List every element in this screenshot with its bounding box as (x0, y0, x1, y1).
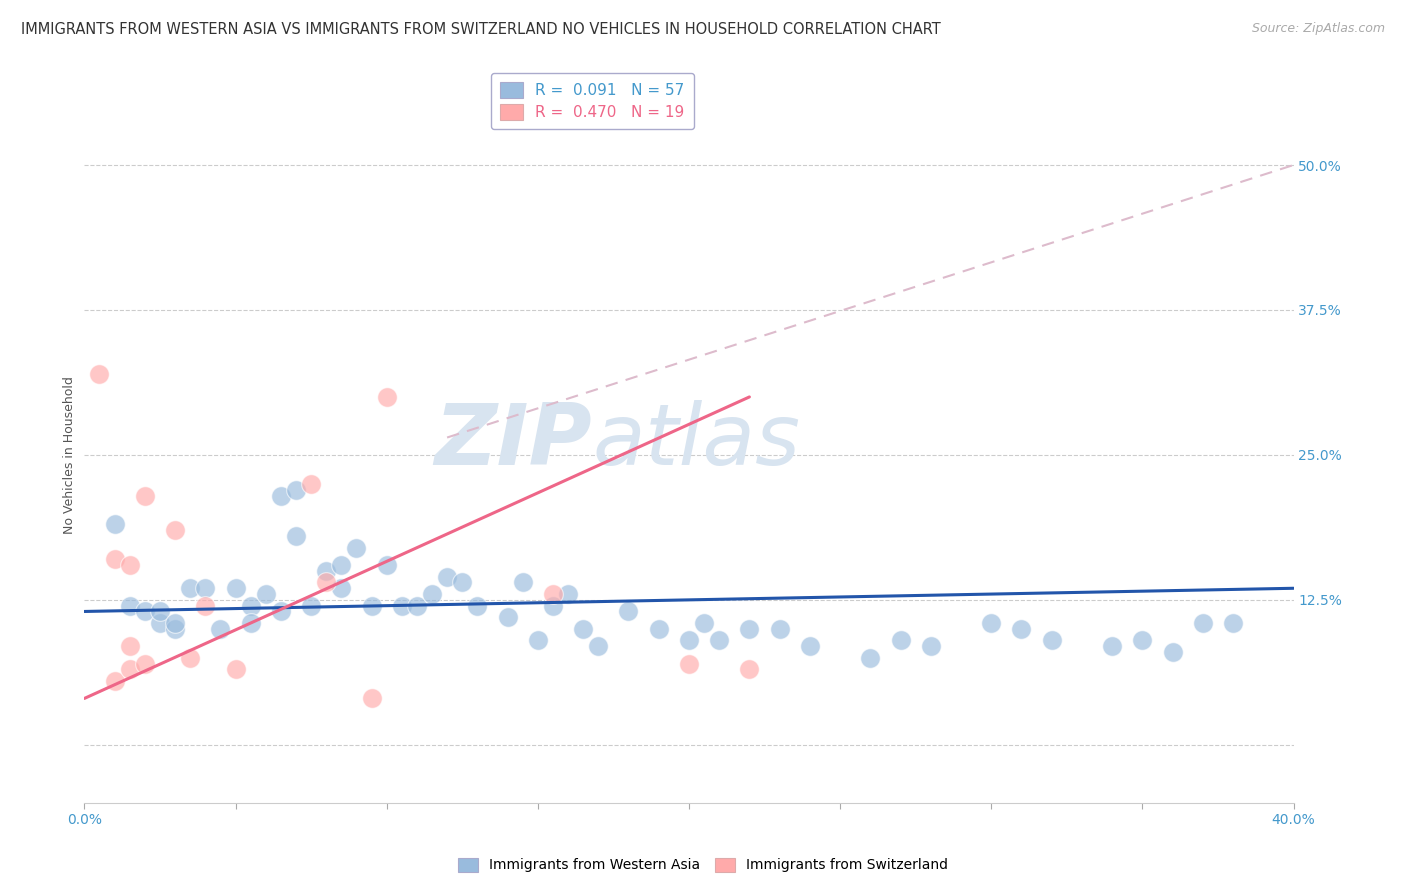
Point (360, 599, 382, 613)
Point (420, 587, 443, 601)
Point (1161, 645, 1184, 659)
Point (254, 587, 277, 601)
Point (165, 523, 187, 537)
Point (1040, 633, 1063, 648)
Point (617, 605, 640, 619)
Point (299, 476, 322, 491)
Point (270, 605, 292, 619)
Point (541, 599, 564, 613)
Point (330, 558, 353, 573)
Point (391, 599, 413, 613)
Point (239, 615, 262, 630)
Point (375, 558, 398, 573)
Point (467, 599, 489, 613)
Point (588, 639, 610, 653)
Point (1222, 615, 1244, 630)
Point (149, 615, 172, 630)
Text: Source: ZipAtlas.com: Source: ZipAtlas.com (1251, 22, 1385, 36)
Point (436, 570, 458, 584)
Point (179, 582, 201, 596)
Point (330, 582, 353, 596)
Point (769, 622, 792, 636)
Point (149, 605, 172, 619)
Point (738, 622, 761, 636)
Point (179, 651, 201, 665)
Point (315, 575, 337, 590)
Legend: R =  0.091   N = 57, R =  0.470   N = 19: R = 0.091 N = 57, R = 0.470 N = 19 (491, 73, 693, 129)
Y-axis label: No Vehicles in Household: No Vehicles in Household (63, 376, 76, 533)
Point (541, 587, 564, 601)
Point (738, 662, 761, 677)
Point (194, 599, 217, 613)
Point (104, 674, 127, 689)
Point (496, 610, 519, 624)
Point (406, 599, 429, 613)
Point (315, 564, 337, 578)
Point (512, 575, 534, 590)
Point (709, 633, 731, 648)
Point (118, 662, 141, 677)
Point (270, 489, 292, 503)
Point (693, 615, 716, 630)
Point (451, 575, 474, 590)
Point (299, 599, 322, 613)
Point (225, 582, 247, 596)
Point (239, 599, 262, 613)
Text: ZIP: ZIP (434, 400, 592, 483)
Legend: Immigrants from Western Asia, Immigrants from Switzerland: Immigrants from Western Asia, Immigrants… (451, 852, 955, 878)
Point (194, 582, 217, 596)
Point (572, 622, 595, 636)
Point (165, 622, 187, 636)
Point (285, 483, 308, 497)
Point (104, 517, 127, 532)
Point (648, 622, 671, 636)
Point (557, 587, 579, 601)
Point (360, 691, 382, 706)
Point (375, 390, 398, 404)
Point (920, 639, 942, 653)
Point (1101, 639, 1123, 653)
Point (209, 622, 232, 636)
Point (678, 633, 700, 648)
Point (980, 615, 1002, 630)
Point (134, 657, 156, 671)
Point (678, 657, 700, 671)
Point (1192, 615, 1215, 630)
Point (285, 529, 308, 543)
Point (799, 639, 821, 653)
Point (225, 662, 247, 677)
Point (134, 489, 156, 503)
Text: atlas: atlas (592, 400, 800, 483)
Point (165, 615, 187, 630)
Point (118, 558, 141, 573)
Point (89, 367, 111, 381)
Point (118, 599, 141, 613)
Text: IMMIGRANTS FROM WESTERN ASIA VS IMMIGRANTS FROM SWITZERLAND NO VEHICLES IN HOUSE: IMMIGRANTS FROM WESTERN ASIA VS IMMIGRAN… (21, 22, 941, 37)
Point (104, 552, 127, 566)
Point (890, 633, 912, 648)
Point (859, 651, 882, 665)
Point (527, 633, 550, 648)
Point (134, 605, 156, 619)
Point (1130, 633, 1153, 648)
Point (1011, 622, 1033, 636)
Point (118, 639, 141, 653)
Point (346, 541, 368, 555)
